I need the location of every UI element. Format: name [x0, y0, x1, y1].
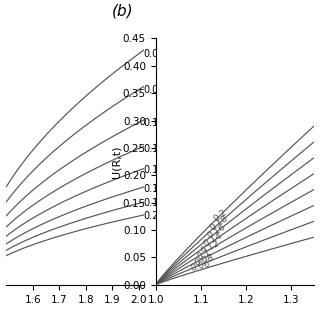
- Text: 0.14: 0.14: [144, 165, 165, 175]
- Text: 0.12: 0.12: [144, 143, 165, 154]
- Text: 0.06: 0.06: [189, 260, 211, 273]
- Text: 0.1: 0.1: [144, 118, 159, 128]
- Text: 0.08: 0.08: [144, 85, 165, 95]
- Text: 0.16: 0.16: [144, 184, 165, 194]
- Text: (b): (b): [111, 4, 133, 19]
- Y-axis label: U(R,t): U(R,t): [111, 145, 121, 178]
- Text: 0.2: 0.2: [212, 208, 228, 224]
- Text: 0.16: 0.16: [205, 223, 227, 241]
- Text: 0.06: 0.06: [144, 49, 165, 59]
- Text: 0.2: 0.2: [144, 211, 159, 221]
- Text: 0.12: 0.12: [199, 239, 221, 256]
- Text: 0.1: 0.1: [196, 248, 212, 262]
- Text: 0.14: 0.14: [202, 231, 224, 249]
- Text: 0.08: 0.08: [193, 253, 215, 268]
- Text: 0.18: 0.18: [208, 214, 230, 233]
- Text: 0.18: 0.18: [144, 198, 165, 208]
